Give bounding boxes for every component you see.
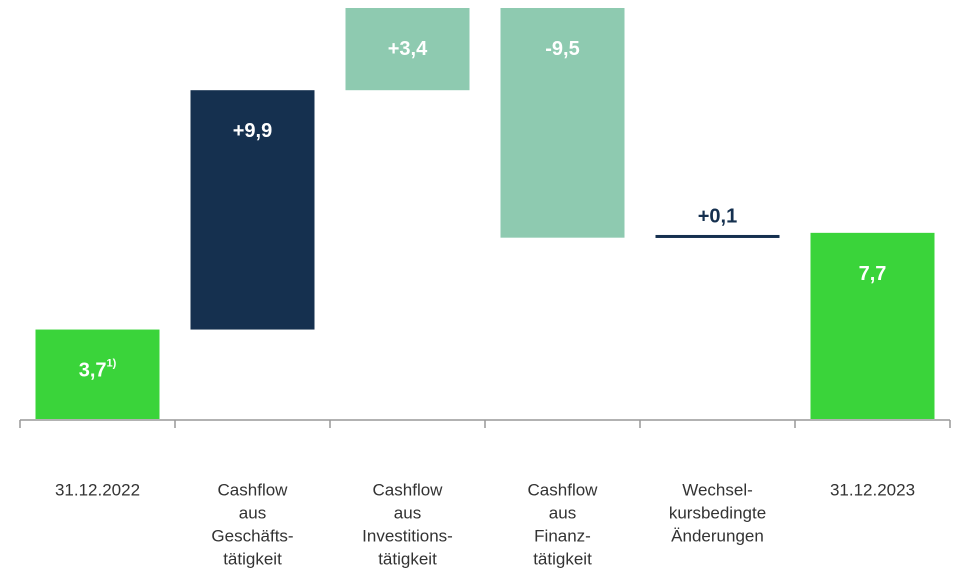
bar <box>655 234 780 238</box>
value-label-text: 3,7 <box>79 360 107 382</box>
value-label: 3,71) <box>79 357 117 381</box>
x-tick-label: Finanz- <box>534 526 591 545</box>
bar <box>345 8 470 91</box>
value-label: -9,5 <box>545 38 579 60</box>
value-label-text: +9,9 <box>233 120 272 142</box>
value-label: +9,9 <box>233 120 272 142</box>
x-tick-label: aus <box>239 503 266 522</box>
bar <box>810 232 935 419</box>
x-tick-label: Änderungen <box>671 526 764 545</box>
x-tick-label: tätigkeit <box>378 549 437 568</box>
value-label-text: +3,4 <box>388 38 428 60</box>
footnote: 1) <box>107 357 117 369</box>
x-tick-label: tätigkeit <box>223 549 282 568</box>
x-tick-label: aus <box>394 503 421 522</box>
x-tick-label: Wechsel- <box>682 480 753 499</box>
value-label: +0,1 <box>698 206 737 228</box>
bar <box>35 329 160 419</box>
bar <box>190 90 315 330</box>
x-tick-label: Investitions- <box>362 526 453 545</box>
value-label: +3,4 <box>388 38 428 60</box>
x-tick-label: Cashflow <box>528 480 599 499</box>
x-tick-label: kursbedingte <box>669 503 766 522</box>
x-tick-label: 31.12.2023 <box>830 480 915 499</box>
x-tick-label: aus <box>549 503 576 522</box>
value-label-text: -9,5 <box>545 38 579 60</box>
value-label-text: 7,7 <box>859 263 887 285</box>
x-tick-label: tätigkeit <box>533 549 592 568</box>
x-tick-label: Cashflow <box>218 480 289 499</box>
x-tick-label: Cashflow <box>373 480 444 499</box>
bar <box>500 8 625 238</box>
value-label-text: +0,1 <box>698 206 737 228</box>
x-tick-label: 31.12.2022 <box>55 480 140 499</box>
x-tick-label: Geschäfts- <box>211 526 293 545</box>
value-label: 7,7 <box>859 263 887 285</box>
